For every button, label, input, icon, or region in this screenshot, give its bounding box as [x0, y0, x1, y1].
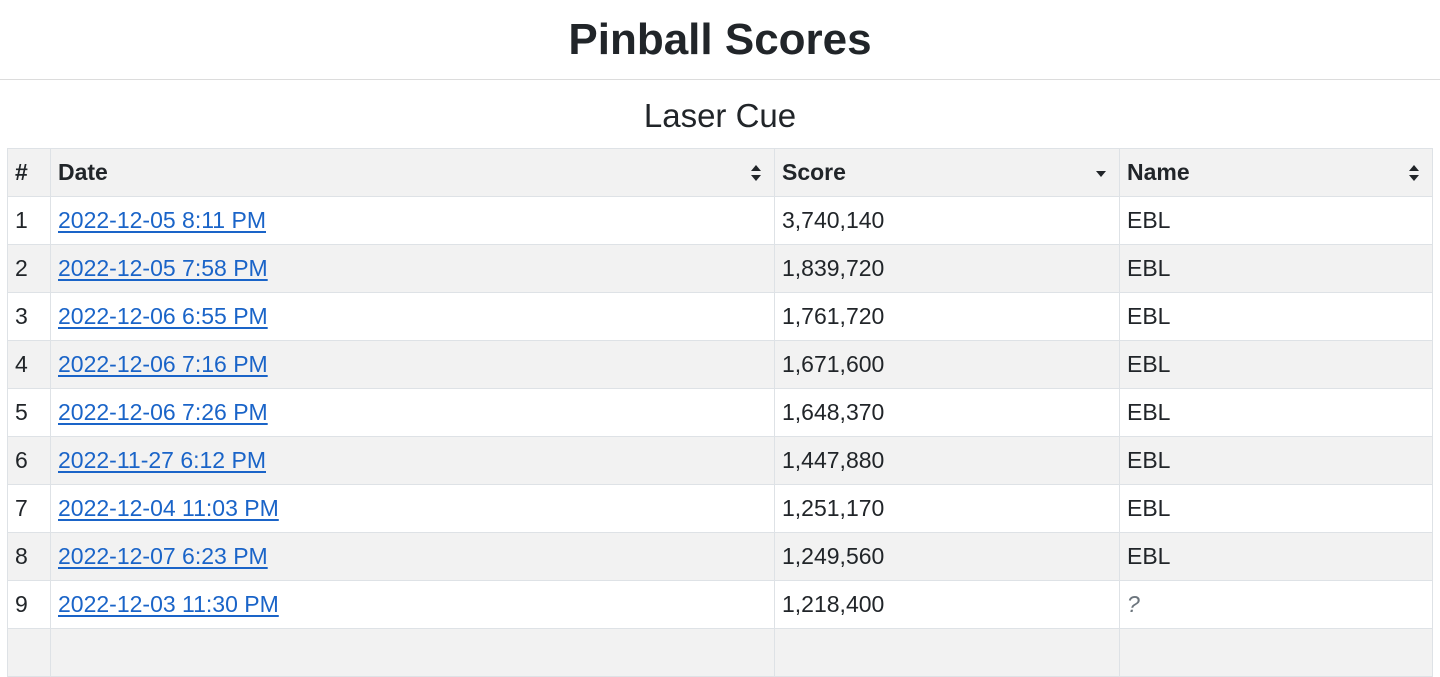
- rank-cell: 3: [7, 292, 51, 341]
- page-title: Pinball Scores: [568, 15, 872, 64]
- table-header-row: # Date Score Name: [7, 148, 1433, 197]
- score-cell: 1,218,400: [774, 580, 1120, 629]
- date-link[interactable]: 2022-12-05 8:11 PM: [58, 207, 266, 233]
- name-cell: EBL: [1119, 244, 1433, 293]
- name-cell: EBL: [1119, 388, 1433, 437]
- table-row: 2 2022-12-05 7:58 PM 1,839,720 EBL: [7, 244, 1433, 293]
- rank-cell: 2: [7, 244, 51, 293]
- date-cell: 2022-12-03 11:30 PM: [50, 580, 775, 629]
- page-header: Pinball Scores: [0, 0, 1440, 80]
- name-cell: EBL: [1119, 196, 1433, 245]
- date-cell: 2022-12-06 7:16 PM: [50, 340, 775, 389]
- date-link[interactable]: 2022-12-03 11:30 PM: [58, 591, 279, 617]
- score-cell: [774, 628, 1120, 677]
- player-name: EBL: [1127, 207, 1171, 233]
- sort-desc-icon[interactable]: [1095, 164, 1107, 182]
- name-cell: EBL: [1119, 340, 1433, 389]
- player-name: EBL: [1127, 399, 1171, 425]
- name-cell: EBL: [1119, 292, 1433, 341]
- table-row: 5 2022-12-06 7:26 PM 1,648,370 EBL: [7, 388, 1433, 437]
- score-cell: 1,249,560: [774, 532, 1120, 581]
- column-header-date[interactable]: Date: [50, 148, 775, 197]
- score-cell: 1,671,600: [774, 340, 1120, 389]
- sort-both-icon[interactable]: [750, 164, 762, 182]
- rank-cell: 4: [7, 340, 51, 389]
- rank-cell: 5: [7, 388, 51, 437]
- name-cell: EBL: [1119, 436, 1433, 485]
- name-cell: EBL: [1119, 484, 1433, 533]
- column-header-date-label: Date: [58, 159, 108, 185]
- score-cell: 1,761,720: [774, 292, 1120, 341]
- column-header-score-label: Score: [782, 159, 846, 185]
- scores-table-body: 1 2022-12-05 8:11 PM 3,740,140 EBL 2 2022-12-…: [7, 196, 1433, 677]
- column-header-name[interactable]: Name: [1119, 148, 1433, 197]
- column-header-score[interactable]: Score: [774, 148, 1120, 197]
- date-cell: 2022-12-05 7:58 PM: [50, 244, 775, 293]
- date-link[interactable]: 2022-12-06 7:26 PM: [58, 399, 268, 425]
- unknown-player-name: ?: [1127, 591, 1140, 617]
- table-row: 4 2022-12-06 7:16 PM 1,671,600 EBL: [7, 340, 1433, 389]
- player-name: EBL: [1127, 303, 1171, 329]
- rank-cell: 6: [7, 436, 51, 485]
- name-cell: ?: [1119, 580, 1433, 629]
- table-row: 8 2022-12-07 6:23 PM 1,249,560 EBL: [7, 532, 1433, 581]
- score-cell: 1,648,370: [774, 388, 1120, 437]
- date-link[interactable]: 2022-11-27 6:12 PM: [58, 447, 266, 473]
- date-link[interactable]: 2022-12-06 7:16 PM: [58, 351, 268, 377]
- date-cell: [50, 628, 775, 677]
- scores-table: # Date Score Name: [7, 148, 1433, 677]
- date-cell: 2022-12-06 7:26 PM: [50, 388, 775, 437]
- date-cell: 2022-12-04 11:03 PM: [50, 484, 775, 533]
- player-name: EBL: [1127, 255, 1171, 281]
- table-row: 7 2022-12-04 11:03 PM 1,251,170 EBL: [7, 484, 1433, 533]
- date-cell: 2022-11-27 6:12 PM: [50, 436, 775, 485]
- machine-title: Laser Cue: [643, 97, 797, 134]
- date-link[interactable]: 2022-12-06 6:55 PM: [58, 303, 268, 329]
- date-link[interactable]: 2022-12-05 7:58 PM: [58, 255, 268, 281]
- rank-cell: 8: [7, 532, 51, 581]
- date-cell: 2022-12-06 6:55 PM: [50, 292, 775, 341]
- date-cell: 2022-12-05 8:11 PM: [50, 196, 775, 245]
- player-name: EBL: [1127, 447, 1171, 473]
- table-row: [7, 628, 1433, 677]
- column-header-name-label: Name: [1127, 159, 1190, 185]
- score-cell: 1,251,170: [774, 484, 1120, 533]
- name-cell: [1119, 628, 1433, 677]
- table-row: 3 2022-12-06 6:55 PM 1,761,720 EBL: [7, 292, 1433, 341]
- name-cell: EBL: [1119, 532, 1433, 581]
- player-name: EBL: [1127, 543, 1171, 569]
- table-row: 6 2022-11-27 6:12 PM 1,447,880 EBL: [7, 436, 1433, 485]
- rank-cell: 9: [7, 580, 51, 629]
- column-header-rank: #: [7, 148, 51, 197]
- date-link[interactable]: 2022-12-04 11:03 PM: [58, 495, 279, 521]
- rank-cell: 7: [7, 484, 51, 533]
- date-cell: 2022-12-07 6:23 PM: [50, 532, 775, 581]
- date-link[interactable]: 2022-12-07 6:23 PM: [58, 543, 268, 569]
- score-cell: 1,839,720: [774, 244, 1120, 293]
- player-name: EBL: [1127, 351, 1171, 377]
- table-row: 9 2022-12-03 11:30 PM 1,218,400?: [7, 580, 1433, 629]
- score-cell: 3,740,140: [774, 196, 1120, 245]
- rank-cell: 1: [7, 196, 51, 245]
- score-cell: 1,447,880: [774, 436, 1120, 485]
- player-name: EBL: [1127, 495, 1171, 521]
- sort-both-icon[interactable]: [1408, 164, 1420, 182]
- table-row: 1 2022-12-05 8:11 PM 3,740,140 EBL: [7, 196, 1433, 245]
- rank-cell: [7, 628, 51, 677]
